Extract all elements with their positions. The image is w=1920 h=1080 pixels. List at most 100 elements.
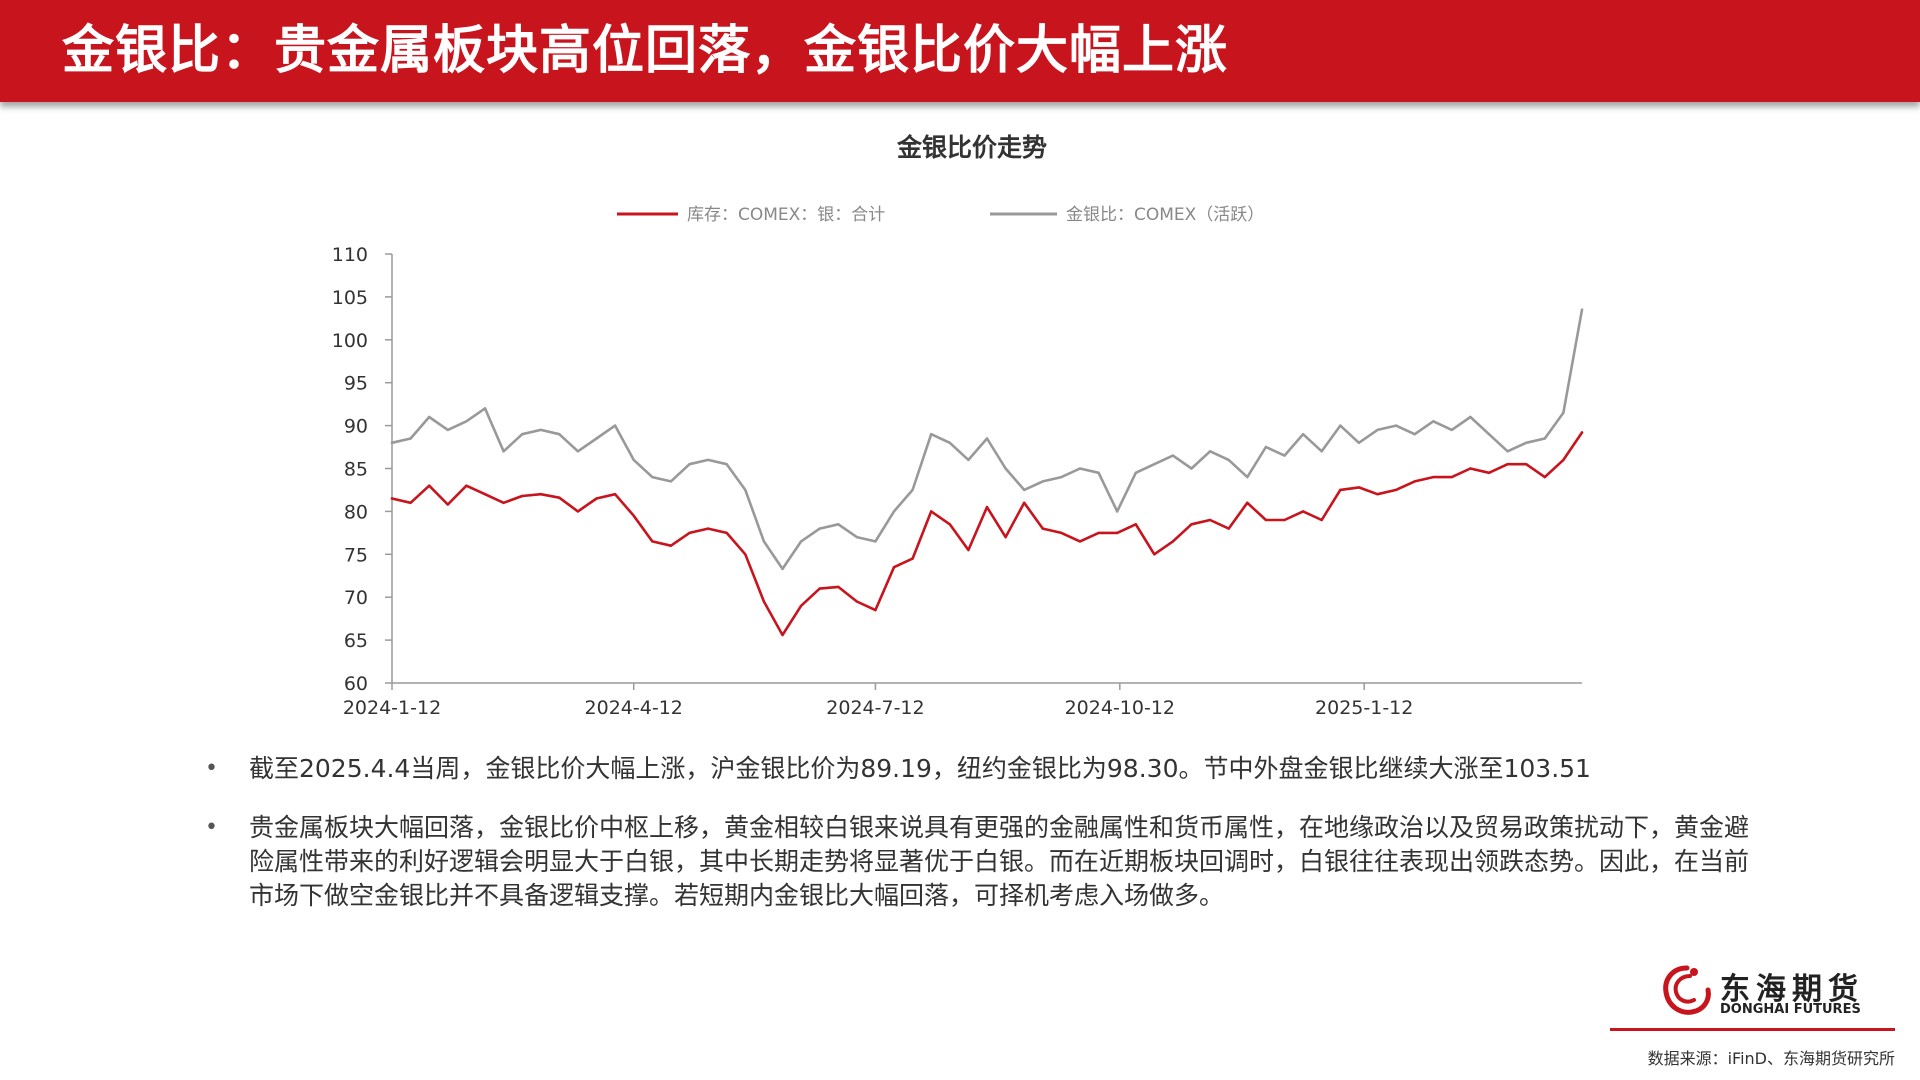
ratio-point <box>1320 450 1323 453</box>
ratio-point <box>521 433 524 436</box>
inventory-point <box>799 604 803 607</box>
inventory-point <box>1116 531 1119 535</box>
ratio-point <box>1432 420 1435 423</box>
ratio-point <box>1153 463 1156 466</box>
x-tick-label: 2024-7-12 <box>826 697 924 719</box>
ratio-point <box>725 463 728 466</box>
inventory-point <box>409 501 412 504</box>
inventory-point <box>1394 488 1398 492</box>
ratio-point <box>688 463 691 466</box>
legend-label-ratio: 金银比：COMEX（活跃） <box>1066 205 1264 225</box>
ratio-point <box>948 441 951 444</box>
inventory-point <box>595 497 598 500</box>
ratio-point <box>1060 475 1063 479</box>
chart-title: 金银比价走势 <box>896 133 1047 162</box>
ratio-point <box>1004 467 1007 470</box>
bullet-text-2: 贵金属板块大幅回落，金银比价中枢上移，黄金相较白银来说具有更强的金融属性和货币属… <box>249 813 1750 910</box>
ratio-point <box>1580 308 1584 311</box>
y-tick-label: 60 <box>344 673 368 695</box>
inventory-point <box>967 548 970 552</box>
inventory-point <box>762 600 766 603</box>
ratio-point <box>483 407 487 410</box>
bullet-marker: • <box>205 815 218 840</box>
ratio-point <box>1543 437 1547 440</box>
ratio-point <box>428 415 431 419</box>
ratio-point <box>1078 467 1082 470</box>
inventory-point <box>446 503 449 506</box>
inventory-point <box>837 585 840 589</box>
ratio-point <box>1376 428 1379 432</box>
inventory-point <box>818 587 821 590</box>
ratio-point <box>1171 454 1175 457</box>
inventory-point <box>855 600 858 603</box>
page-title: 金银比：贵金属板块高位回落，金银比价大幅上涨 <box>62 21 1229 81</box>
ratio-point <box>1469 415 1472 419</box>
inventory-point <box>1487 471 1491 474</box>
company-logo: 东海期货 DONGHAI FUTURES <box>1660 962 1861 1022</box>
bullet-item-1: • 截至2025.4.4当周，金银比价大幅上涨，沪金银比价为89.19，纽约金银… <box>205 752 1765 786</box>
inventory-point <box>1413 480 1416 483</box>
ratio-point <box>669 480 673 483</box>
inventory-point <box>669 544 673 547</box>
y-tick-label: 95 <box>344 373 368 395</box>
ratio-point <box>1413 433 1416 436</box>
legend-label-inventory: 库存：COMEX：银：合计 <box>687 205 885 225</box>
inventory-point <box>502 501 505 504</box>
inventory-point <box>483 493 487 496</box>
inventory-point <box>744 553 747 556</box>
y-tick-label: 80 <box>344 501 368 523</box>
inventory-point <box>521 494 524 498</box>
ratio-point <box>1264 445 1268 449</box>
inventory-point <box>539 493 542 496</box>
ratio-point <box>1097 471 1100 474</box>
ratio-point <box>595 437 598 440</box>
x-tick-label: 2024-1-12 <box>343 697 441 719</box>
inventory-point <box>911 557 914 560</box>
inventory-point <box>1376 493 1379 496</box>
footer-divider <box>1610 1028 1895 1031</box>
inventory-point <box>1525 463 1528 466</box>
ratio-point <box>1190 467 1193 470</box>
ratio-point <box>930 433 933 436</box>
data-source: 数据来源：iFinD、东海期货研究所 <box>1647 1049 1895 1068</box>
dragon-logo-icon <box>1663 965 1711 1015</box>
inventory-point <box>390 497 394 500</box>
inventory-point <box>1060 531 1063 535</box>
ratio-point <box>1283 454 1286 457</box>
chart-legend: 库存：COMEX：银：合计 金银比：COMEX（活跃） <box>617 205 1264 225</box>
bullet-item-2: • 贵金属板块大幅回落，金银比价中枢上移，黄金相较白银来说具有更强的金融属性和货… <box>205 811 1765 913</box>
inventory-point <box>465 484 468 487</box>
ratio-point <box>762 540 766 543</box>
ratio-point <box>1525 441 1528 444</box>
inventory-point <box>1041 527 1045 530</box>
ratio-point <box>892 510 896 513</box>
y-tick-label: 100 <box>332 330 368 352</box>
inventory-point <box>1153 553 1156 556</box>
ratio-point <box>818 527 821 530</box>
ratio-point <box>1022 488 1026 492</box>
ratio-point <box>874 540 877 543</box>
y-tick-label: 90 <box>344 416 368 438</box>
inventory-point <box>948 523 951 526</box>
ratio-point <box>855 535 858 539</box>
x-tick-label: 2024-4-12 <box>585 697 683 719</box>
ratio-point <box>1357 441 1361 444</box>
ratio-point <box>1339 424 1342 427</box>
inventory-point <box>688 531 691 535</box>
series-line-inventory <box>390 431 1584 637</box>
inventory-point <box>1097 531 1100 535</box>
ratio-point <box>1301 433 1305 436</box>
ratio-point <box>1246 475 1249 479</box>
inventory-point <box>1432 475 1435 479</box>
inventory-point <box>1320 518 1323 522</box>
bullet-marker: • <box>205 756 218 781</box>
plot-lines <box>390 308 1584 637</box>
inventory-point <box>706 527 710 530</box>
ratio-point <box>1506 450 1509 453</box>
ratio-point <box>558 433 561 436</box>
ratio-point <box>465 420 468 423</box>
logo-name-en: DONGHAI FUTURES <box>1720 1002 1861 1017</box>
ratio-point <box>911 488 914 492</box>
inventory-point <box>1357 486 1361 489</box>
ratio-point <box>744 488 747 492</box>
